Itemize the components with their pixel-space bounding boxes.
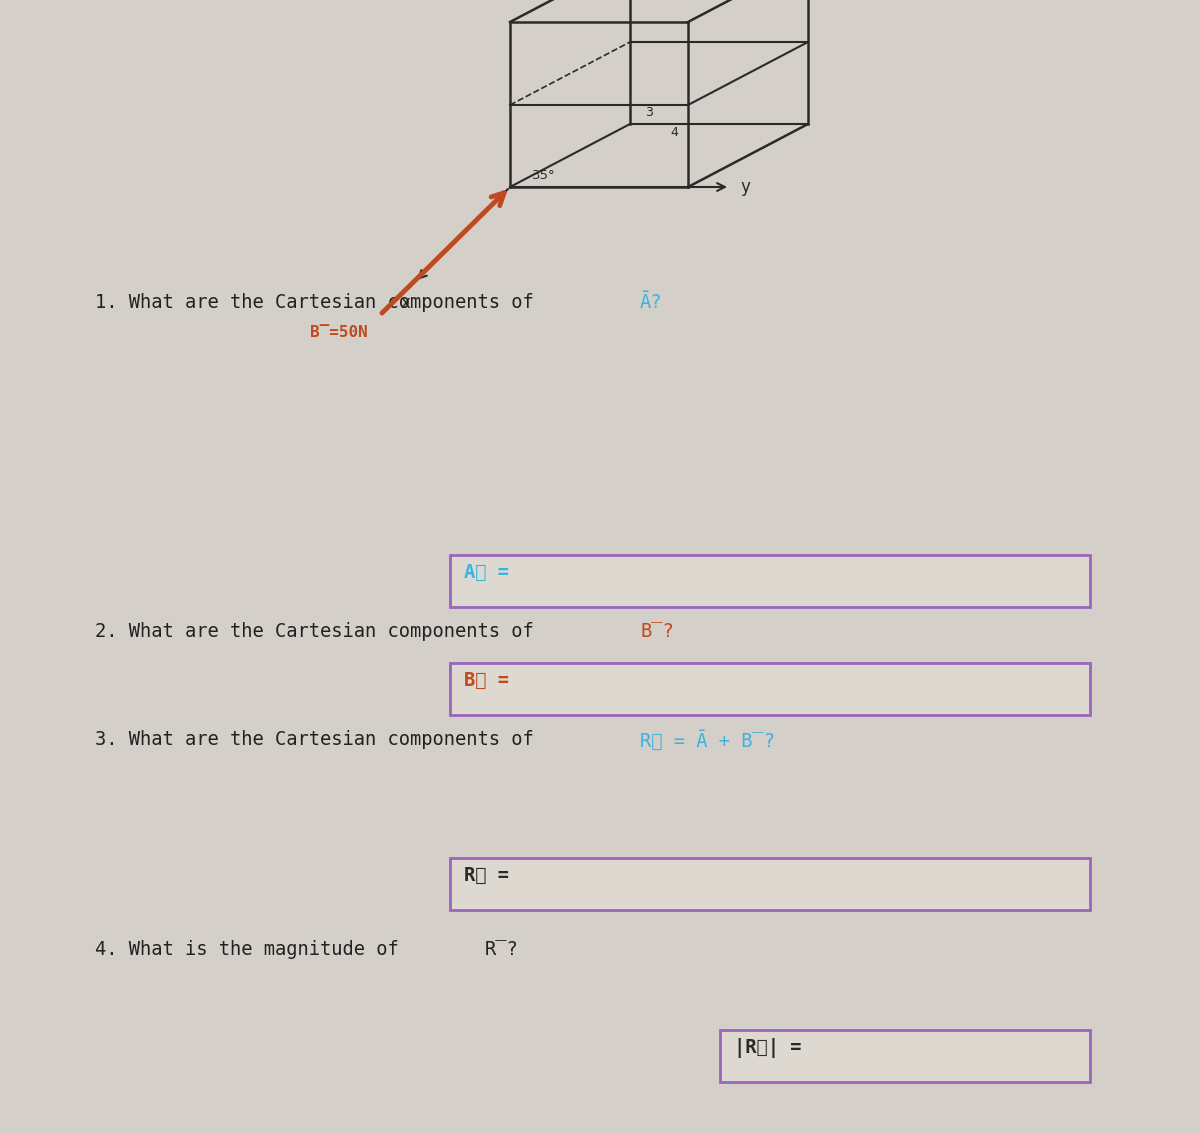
Bar [720, 1030, 1090, 1082]
Text: R⃗ = Ā + B̅?: R⃗ = Ā + B̅? [640, 730, 775, 750]
Text: x: x [400, 293, 410, 312]
Text: 35°: 35° [532, 169, 556, 182]
Text: 1. What are the Cartesian components of: 1. What are the Cartesian components of [95, 293, 545, 312]
Text: 2. What are the Cartesian components of: 2. What are the Cartesian components of [95, 622, 545, 641]
Text: 4: 4 [670, 126, 678, 139]
Bar [450, 858, 1090, 910]
Text: A⃗ =: A⃗ = [464, 563, 509, 582]
Text: 3. What are the Cartesian components of: 3. What are the Cartesian components of [95, 730, 545, 749]
Bar [450, 663, 1090, 715]
Text: y: y [740, 178, 750, 196]
Text: |R⃗| =: |R⃗| = [734, 1038, 802, 1058]
Bar [450, 555, 1090, 607]
Text: 4. What is the magnitude of: 4. What is the magnitude of [95, 940, 410, 959]
Text: B̅=50N: B̅=50N [310, 325, 367, 340]
Text: Ā?: Ā? [640, 293, 662, 312]
Text: B⃗ =: B⃗ = [464, 671, 509, 690]
Text: R⃗ =: R⃗ = [464, 866, 509, 885]
Text: 3: 3 [646, 107, 653, 119]
Text: R̅?: R̅? [485, 940, 518, 959]
Text: B̅?: B̅? [640, 622, 673, 641]
